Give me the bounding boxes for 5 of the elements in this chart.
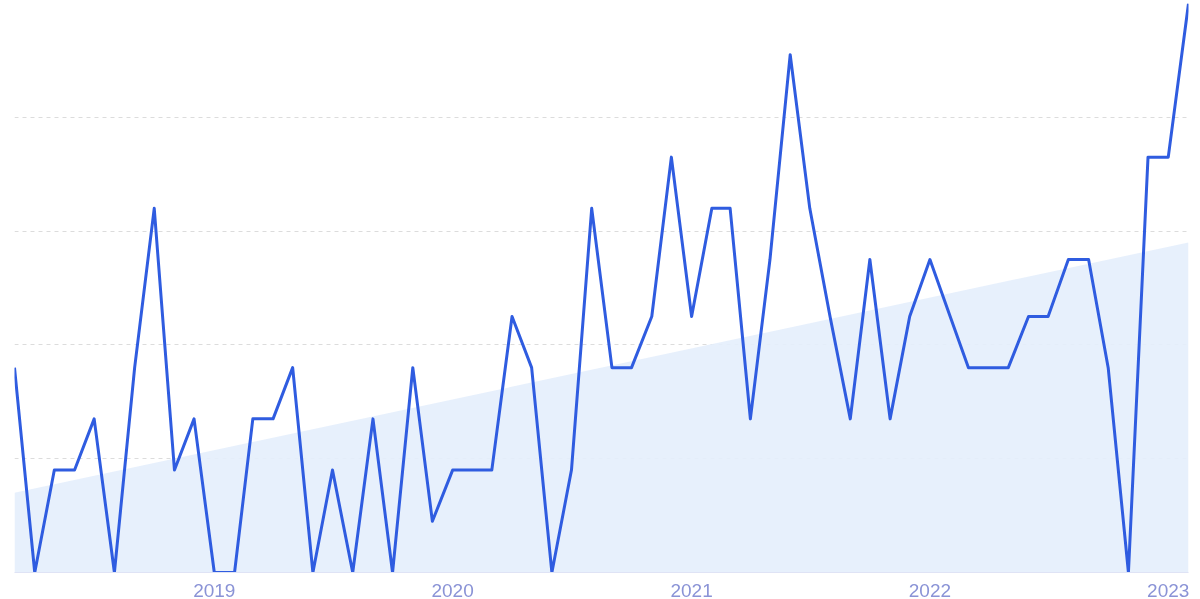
- x-tick-label: 2023: [1147, 579, 1190, 599]
- x-tick-label: 2022: [908, 579, 952, 599]
- x-tick-label: 2020: [431, 579, 474, 599]
- x-tick-label: 2019: [193, 579, 236, 599]
- x-tick-label: 2021: [670, 579, 713, 599]
